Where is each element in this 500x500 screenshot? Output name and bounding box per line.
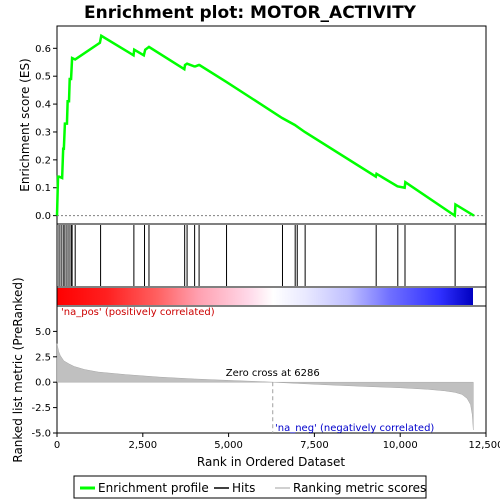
metric-y-axis-label: Ranked list metric (PreRanked) <box>11 277 25 462</box>
legend: Enrichment profile Hits Ranking metric s… <box>73 475 427 499</box>
es-y-tick-label: 0.0 <box>35 211 51 222</box>
x-tick-label: 2,500 <box>128 440 157 451</box>
zero-cross-label: Zero cross at 6286 <box>226 368 320 379</box>
es-plot-frame <box>56 25 487 225</box>
es-y-tick-label: 0.5 <box>35 72 51 83</box>
chart-title: Enrichment plot: MOTOR_ACTIVITY <box>84 3 417 23</box>
es-y-axis: 0.0 0.1 0.2 0.3 0.4 0.5 0.6 <box>35 44 486 222</box>
metric-y-tick-label: 2.5 <box>35 352 51 363</box>
es-panel: 0.0 0.1 0.2 0.3 0.4 0.5 0.6 Enrichment score (… <box>18 25 487 225</box>
es-y-axis-label: Enrichment score (ES) <box>18 58 32 191</box>
legend-metric-label: Ranking metric scores <box>293 481 426 495</box>
x-tick-label: 10,000 <box>383 440 418 451</box>
x-tick-label: 0 <box>54 440 60 451</box>
metric-panel: Zero cross at 6286 'na_pos' (positively … <box>11 277 487 463</box>
legend-box <box>73 475 427 499</box>
hits-frame <box>56 223 487 288</box>
legend-enrichment-label: Enrichment profile <box>98 481 209 495</box>
es-y-tick-label: 0.3 <box>35 127 51 138</box>
metric-y-tick-label: -5.0 <box>31 429 51 440</box>
legend-hits-label: Hits <box>232 481 255 495</box>
heatmap-bar <box>57 288 473 305</box>
positive-label: 'na_pos' (positively correlated) <box>61 307 215 318</box>
x-tick-label: 12,500 <box>469 440 500 451</box>
es-y-tick-label: 0.4 <box>35 100 51 111</box>
es-y-tick-label: 0.2 <box>35 155 51 166</box>
x-tick-label: 7,500 <box>300 440 329 451</box>
enrichment-profile-line <box>55 33 475 218</box>
metric-plot-frame <box>56 305 487 434</box>
x-axis-label: Rank in Ordered Dataset <box>197 455 345 469</box>
ranking-heatmap <box>56 286 487 307</box>
metric-y-tick-label: 5.0 <box>35 327 51 338</box>
es-y-tick-label: 0.1 <box>35 183 51 194</box>
negative-label: 'na_neg' (negatively correlated) <box>275 423 434 434</box>
hits-panel <box>56 223 487 288</box>
hit-markers <box>58 225 456 286</box>
x-tick-label: 5,000 <box>214 440 243 451</box>
metric-y-axis: -5.0 -2.5 0.0 2.5 5.0 <box>31 327 57 440</box>
es-y-tick-label: 0.6 <box>35 44 51 55</box>
metric-y-tick-label: -2.5 <box>31 403 51 414</box>
x-axis: 0 2,500 5,000 7,500 10,000 12,500 <box>54 433 500 451</box>
metric-y-tick-label: 0.0 <box>35 378 51 389</box>
